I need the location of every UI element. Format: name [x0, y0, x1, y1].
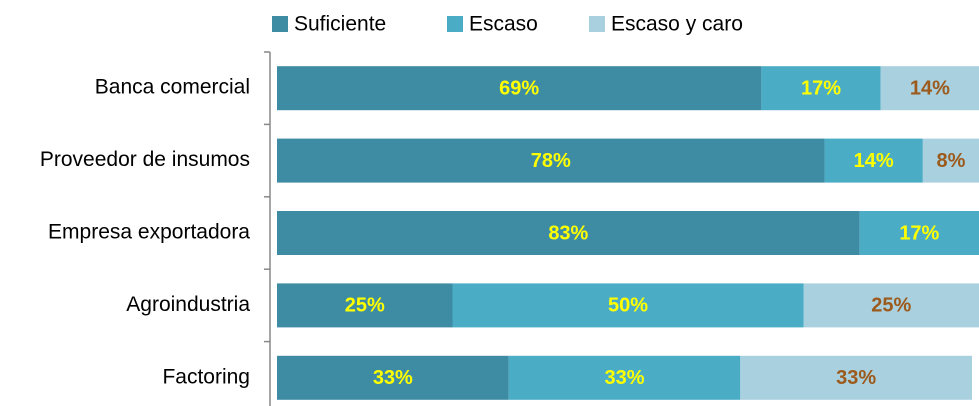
- value-label: 33%: [373, 367, 413, 389]
- bar-segment: [824, 138, 923, 183]
- bar-segment: [880, 66, 979, 111]
- value-label: 14%: [910, 77, 950, 99]
- bar-segment: [277, 211, 860, 255]
- bar-segment: [922, 138, 979, 183]
- value-label: 83%: [548, 222, 588, 244]
- value-label: 69%: [499, 77, 539, 99]
- y-tick-label: Factoring: [162, 365, 250, 388]
- legend-swatch: [272, 16, 288, 32]
- value-label: 17%: [801, 77, 841, 99]
- legend-label: Escaso: [469, 13, 538, 36]
- value-label: 50%: [608, 295, 648, 317]
- bar-segment: [508, 355, 741, 400]
- y-tick-label: Empresa exportadora: [48, 221, 250, 244]
- bar-segment: [740, 355, 972, 400]
- value-label: 33%: [604, 367, 644, 389]
- value-label: 78%: [531, 150, 571, 172]
- bar-segment: [859, 211, 979, 255]
- legend-swatch: [447, 16, 463, 32]
- value-label: 25%: [871, 295, 911, 317]
- value-label: 17%: [899, 222, 939, 244]
- bar-segment: [452, 283, 804, 328]
- bar-segment: [277, 66, 762, 111]
- value-label: 8%: [936, 150, 965, 172]
- bar-segment: [277, 283, 453, 328]
- value-label: 33%: [836, 367, 876, 389]
- bar-segment: [803, 283, 979, 328]
- y-tick-label: Agroindustria: [126, 293, 250, 316]
- legend-swatch: [589, 16, 605, 32]
- legend-label: Escaso y caro: [611, 13, 743, 36]
- y-tick-label: Banca comercial: [95, 76, 250, 99]
- bar-segment: [277, 355, 509, 400]
- value-label: 14%: [854, 150, 894, 172]
- bar-segment: [277, 138, 825, 183]
- value-label: 25%: [345, 295, 385, 317]
- bar-segment: [761, 66, 881, 111]
- legend-label: Suficiente: [294, 13, 386, 36]
- y-tick-label: Proveedor de insumos: [40, 148, 250, 171]
